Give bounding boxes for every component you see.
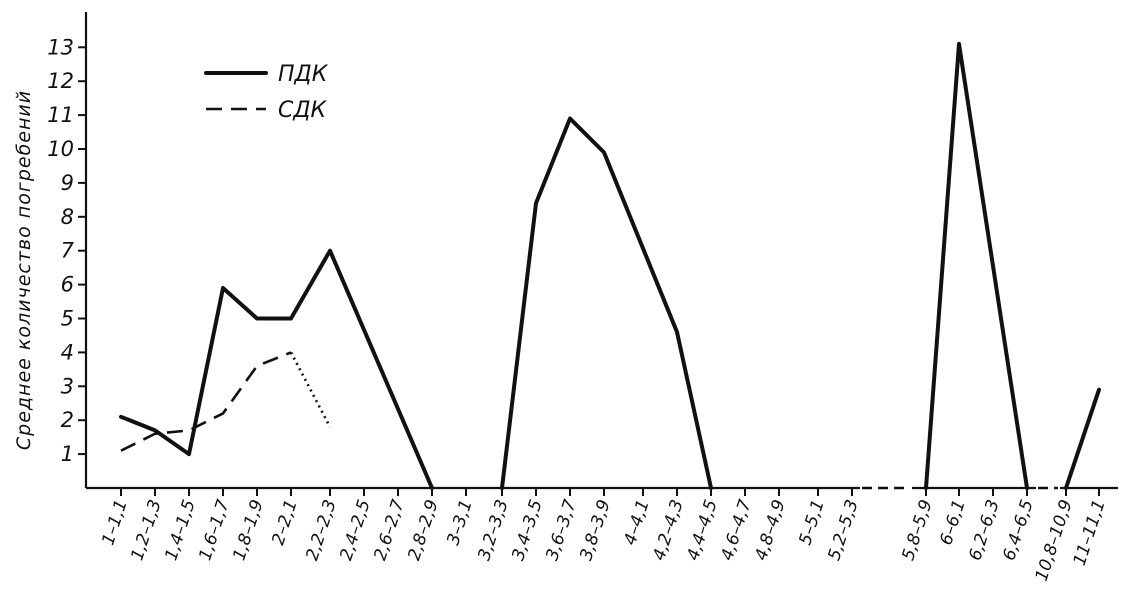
y-tick-label: 4 <box>61 340 74 364</box>
x-tick-label: 5,2–5,3 <box>824 497 862 563</box>
x-tick-label: 6,4–6,5 <box>999 497 1037 563</box>
x-tick-label: 5–5,1 <box>795 497 828 547</box>
y-tick-label: 7 <box>61 239 75 263</box>
x-tick-label: 3,2–3,3 <box>474 497 512 563</box>
x-tick-label: 4–4,1 <box>620 497 653 547</box>
y-tick-label: 13 <box>47 35 74 59</box>
y-tick-label: 8 <box>61 205 74 229</box>
x-tick-label: 10,8–10,9 <box>1032 497 1077 583</box>
x-tick-label: 2,4–2,5 <box>336 497 374 563</box>
y-tick-label: 6 <box>61 273 74 297</box>
x-tick-label: 1,8–1,9 <box>229 497 267 563</box>
y-tick-label: 10 <box>47 137 74 161</box>
x-tick-label: 4,2–4,3 <box>649 497 687 563</box>
x-tick-label: 1,6–1,7 <box>195 497 233 563</box>
x-tick-label: 4,4–4,5 <box>683 497 721 563</box>
y-tick-label: 9 <box>61 171 74 195</box>
y-tick-label: 1 <box>61 442 74 466</box>
x-tick-label: 6–6,1 <box>936 497 969 547</box>
y-tick-label: 12 <box>47 69 74 93</box>
series-line-pdk <box>119 41 1101 490</box>
y-axis-label: Среднее количество погребений <box>13 90 35 450</box>
series-line-sdk-dotted <box>289 351 332 428</box>
x-tick-label: 1,2–1,3 <box>127 497 165 563</box>
x-tick-label: 6,2–6,3 <box>965 497 1003 563</box>
series-layer <box>119 41 1101 490</box>
x-tick-label: 1–1,1 <box>98 497 131 547</box>
legend: ПДК СДК <box>204 62 329 123</box>
x-tick-label: 3,8–3,9 <box>576 497 614 563</box>
x-tick-label: 2,2–2,3 <box>302 497 340 563</box>
y-tick-label: 11 <box>47 103 74 127</box>
x-tick-label: 2,8–2,9 <box>404 497 442 563</box>
x-tick-label: 1,4–1,5 <box>161 497 199 563</box>
x-tick-label: 11–11,1 <box>1070 497 1110 568</box>
x-tick-label: 3,4–3,5 <box>508 497 546 563</box>
y-tick-label: 5 <box>61 307 74 331</box>
x-tick-label: 2,6–2,7 <box>370 497 408 563</box>
x-tick-label: 2–2,1 <box>268 497 301 547</box>
x-tick-label: 4,8–4,9 <box>751 497 789 563</box>
y-tick-label: 2 <box>61 408 74 432</box>
x-tick-label: 4,6–4,7 <box>717 497 755 563</box>
y-tick-label: 3 <box>61 374 74 398</box>
x-axis-ticks: 1–1,11,2–1,31,4–1,51,6–1,71,8–1,9 2–2,1 2,… <box>98 488 1110 584</box>
x-tick-label: 5,8–5,9 <box>898 497 936 563</box>
x-tick-label: 3–3,1 <box>443 497 476 547</box>
series-line-sdk <box>120 351 292 452</box>
x-tick-label: 3,6–3,7 <box>542 497 580 563</box>
legend-label-sdk: СДК <box>278 98 328 123</box>
legend-label-pdk: ПДК <box>278 62 329 87</box>
